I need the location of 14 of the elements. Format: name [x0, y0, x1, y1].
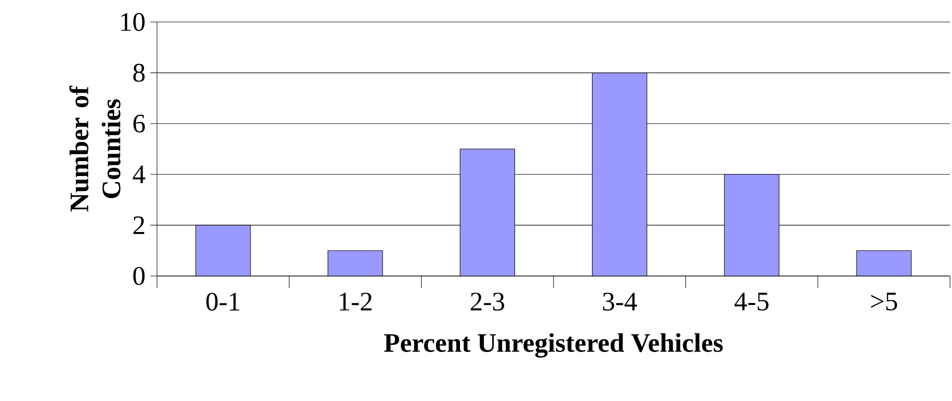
y-tick-label: 6: [133, 114, 145, 133]
x-tick-label: 3-4: [603, 292, 637, 311]
y-tick-label: 4: [132, 166, 146, 184]
y-tick-label: 0: [133, 267, 145, 285]
x-tick-label: 4-5: [734, 292, 768, 311]
x-tick-label: >5: [871, 292, 898, 310]
x-tick-label: 2-3: [470, 292, 504, 311]
y-tick-label: 8: [133, 64, 145, 82]
x-axis-title: Percent Unregistered Vehicles: [384, 333, 723, 358]
y-axis-title: Number of Counties: [69, 86, 120, 212]
y-tick-label: 2: [133, 216, 144, 234]
x-tick-label: 1-2: [340, 292, 372, 310]
y-tick-label: 10: [121, 13, 145, 31]
x-tick-label: 0-1: [206, 292, 240, 311]
